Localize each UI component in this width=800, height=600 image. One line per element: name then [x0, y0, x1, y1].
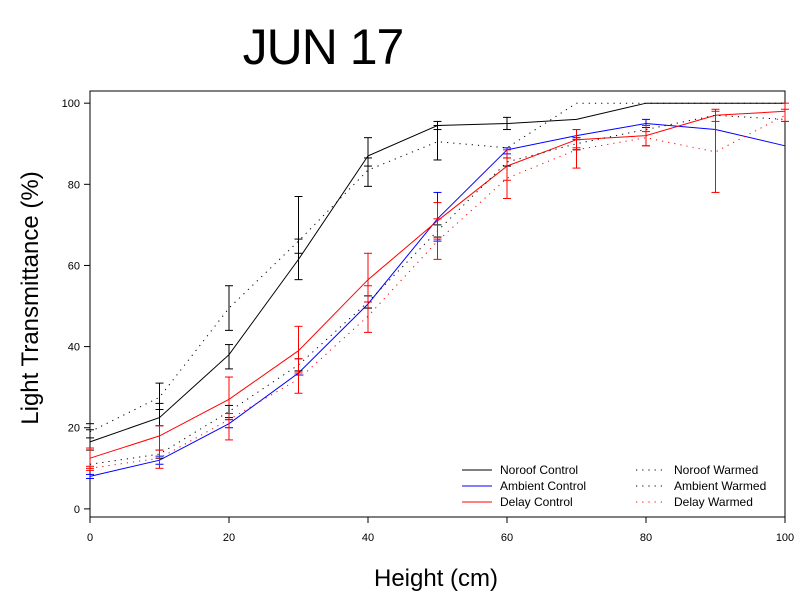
plot-frame: [89, 90, 786, 518]
series-line-delay-control: [89, 110, 786, 459]
axis-ticks: 0 20 40 60 80 100 0 20 40 60 80 100: [62, 98, 795, 544]
legend-label: Delay Warmed: [674, 495, 753, 509]
legend-label: Delay Control: [500, 495, 573, 509]
y-tick-label: 0: [74, 504, 80, 516]
y-tick-label: 20: [68, 423, 80, 435]
series-line-ambient-warmed: [89, 114, 786, 465]
x-tick-label: 0: [87, 532, 93, 544]
y-tick-label: 60: [68, 260, 80, 272]
series-line-delay-warmed: [89, 114, 786, 469]
series-line-ambient-control: [89, 122, 786, 477]
x-axis-title: Height (cm): [374, 565, 498, 592]
y-tick-label: 100: [62, 98, 80, 110]
x-tick-label: 20: [223, 532, 235, 544]
legend-label: Ambient Warmed: [674, 479, 766, 493]
y-tick-label: 80: [68, 179, 80, 191]
x-tick-label: 100: [776, 532, 794, 544]
chart-title: JUN 17: [243, 19, 404, 75]
x-tick-label: 60: [501, 532, 513, 544]
y-axis-title: Light Transmittance (%): [17, 171, 44, 424]
legend-label: Noroof Control: [500, 463, 578, 477]
x-tick-label: 80: [640, 532, 652, 544]
y-tick-label: 40: [68, 342, 80, 354]
legend-label: Ambient Control: [500, 479, 586, 493]
x-tick-label: 40: [362, 532, 374, 544]
legend-label: Noroof Warmed: [674, 463, 758, 477]
legend: Noroof Control Ambient Control Delay Contr…: [462, 463, 766, 509]
series-layer: [86, 102, 789, 479]
